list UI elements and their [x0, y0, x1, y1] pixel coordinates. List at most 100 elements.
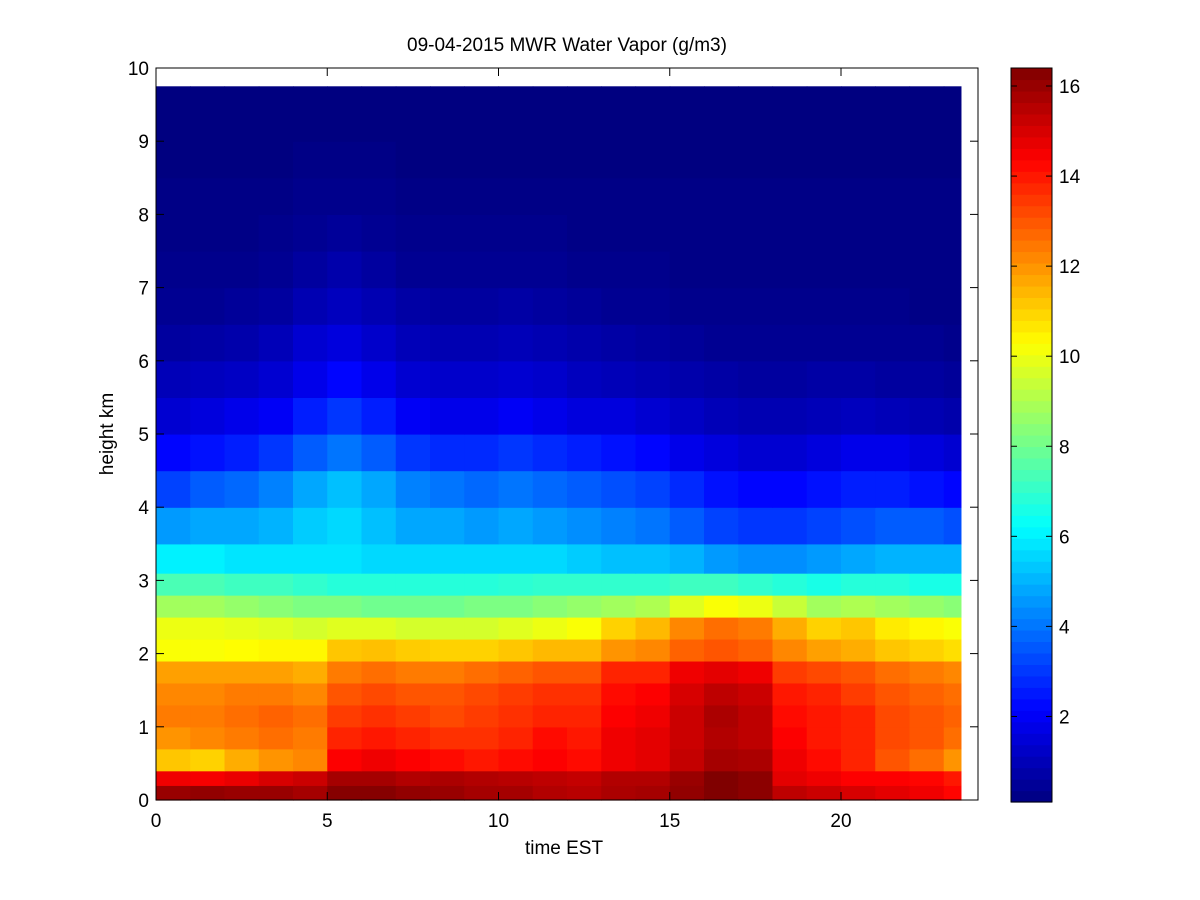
heatmap-cell — [156, 617, 191, 640]
heatmap-cell — [532, 785, 568, 801]
heatmap-cell — [464, 141, 500, 179]
heatmap-cell — [669, 617, 705, 640]
heatmap-cell — [841, 595, 876, 618]
heatmap-cell — [395, 86, 431, 106]
colorbar-band — [1011, 205, 1052, 218]
heatmap-cell — [601, 704, 637, 728]
heatmap-cell — [772, 770, 808, 786]
heatmap-cell — [806, 785, 842, 801]
heatmap-cell — [669, 573, 705, 596]
heatmap-cell — [258, 682, 294, 706]
heatmap-cell — [224, 682, 260, 706]
heatmap-cell — [293, 638, 328, 662]
heatmap-cell — [430, 214, 465, 252]
heatmap-cell — [190, 287, 226, 325]
heatmap-cell — [258, 324, 294, 362]
heatmap-cell — [224, 617, 260, 640]
heatmap-cell — [704, 682, 739, 706]
heatmap-cell — [909, 704, 945, 728]
heatmap-cell — [498, 595, 534, 618]
colorbar-band — [1011, 412, 1052, 425]
heatmap-cell — [738, 638, 774, 662]
colorbar-band — [1011, 354, 1052, 367]
heatmap-cell — [635, 434, 671, 472]
heatmap-cell — [943, 660, 962, 684]
heatmap-cell — [841, 324, 876, 362]
heatmap-cell — [258, 86, 294, 106]
heatmap-cell — [532, 507, 568, 545]
heatmap-cell — [704, 785, 739, 801]
colorbar-tick-label: 12 — [1059, 257, 1080, 278]
colorbar-band — [1011, 262, 1052, 276]
heatmap-cell — [909, 434, 945, 472]
heatmap-cell — [224, 543, 260, 574]
heatmap-cell — [772, 704, 808, 728]
heatmap-cell — [875, 726, 911, 750]
heatmap-cell — [532, 726, 568, 750]
heatmap-cell — [704, 360, 739, 398]
heatmap-cell — [841, 470, 876, 508]
heatmap-cell — [293, 543, 328, 574]
heatmap-cell — [738, 507, 774, 545]
heatmap-cell — [635, 360, 671, 398]
heatmap-cell — [909, 397, 945, 435]
heatmap-cell — [772, 470, 808, 508]
heatmap-cell — [156, 324, 191, 362]
heatmap-cell — [532, 573, 568, 596]
heatmap-cell — [841, 86, 876, 106]
heatmap-cell — [190, 770, 226, 786]
heatmap-cell — [567, 785, 602, 801]
heatmap-cell — [464, 682, 500, 706]
colorbar-band — [1011, 389, 1052, 402]
heatmap-cell — [669, 543, 705, 574]
heatmap-cell — [841, 617, 876, 640]
heatmap-cell — [738, 86, 774, 106]
heatmap-cell — [190, 104, 226, 142]
heatmap-cell — [738, 397, 774, 435]
heatmap-cell — [224, 638, 260, 662]
heatmap-cell — [532, 470, 568, 508]
heatmap-cell — [738, 595, 774, 618]
colorbar-band — [1011, 538, 1052, 551]
heatmap-cell — [875, 214, 911, 252]
heatmap-cell — [772, 638, 808, 662]
heatmap-cell — [772, 141, 808, 179]
heatmap-cell — [704, 704, 739, 728]
colorbar-tick-label: 8 — [1059, 437, 1070, 458]
heatmap-cell — [464, 470, 500, 508]
heatmap-cell — [293, 324, 328, 362]
colorbar-band — [1011, 652, 1052, 665]
heatmap-cell — [669, 595, 705, 618]
heatmap-cell — [943, 86, 962, 106]
heatmap-cell — [327, 434, 363, 472]
colorbar-band — [1011, 480, 1052, 493]
heatmap-cell — [841, 214, 876, 252]
heatmap-cell — [601, 770, 637, 786]
heatmap-cell — [704, 104, 739, 142]
heatmap-cell — [498, 397, 534, 435]
heatmap-cell — [395, 177, 431, 215]
colorbar-band — [1011, 721, 1052, 734]
heatmap-cell — [635, 543, 671, 574]
heatmap-cell — [738, 704, 774, 728]
heatmap-cell — [293, 617, 328, 640]
colorbar-band — [1011, 687, 1052, 700]
heatmap-cell — [395, 617, 431, 640]
heatmap-cell — [464, 177, 500, 215]
heatmap-cell — [532, 324, 568, 362]
colorbar-band — [1011, 251, 1052, 264]
colorbar-band — [1011, 584, 1052, 597]
heatmap-cell — [772, 507, 808, 545]
heatmap-cell — [806, 324, 842, 362]
heatmap-cell — [704, 573, 739, 596]
heatmap-cell — [532, 360, 568, 398]
heatmap-cell — [875, 770, 911, 786]
x-tick-label: 0 — [151, 811, 162, 832]
colorbar-band — [1011, 469, 1052, 482]
heatmap-cell — [738, 748, 774, 772]
heatmap-cell — [190, 748, 226, 772]
heatmap-cell — [601, 177, 637, 215]
heatmap-cell — [909, 507, 945, 545]
colorbar-band — [1011, 641, 1052, 654]
heatmap-cell — [361, 86, 397, 106]
